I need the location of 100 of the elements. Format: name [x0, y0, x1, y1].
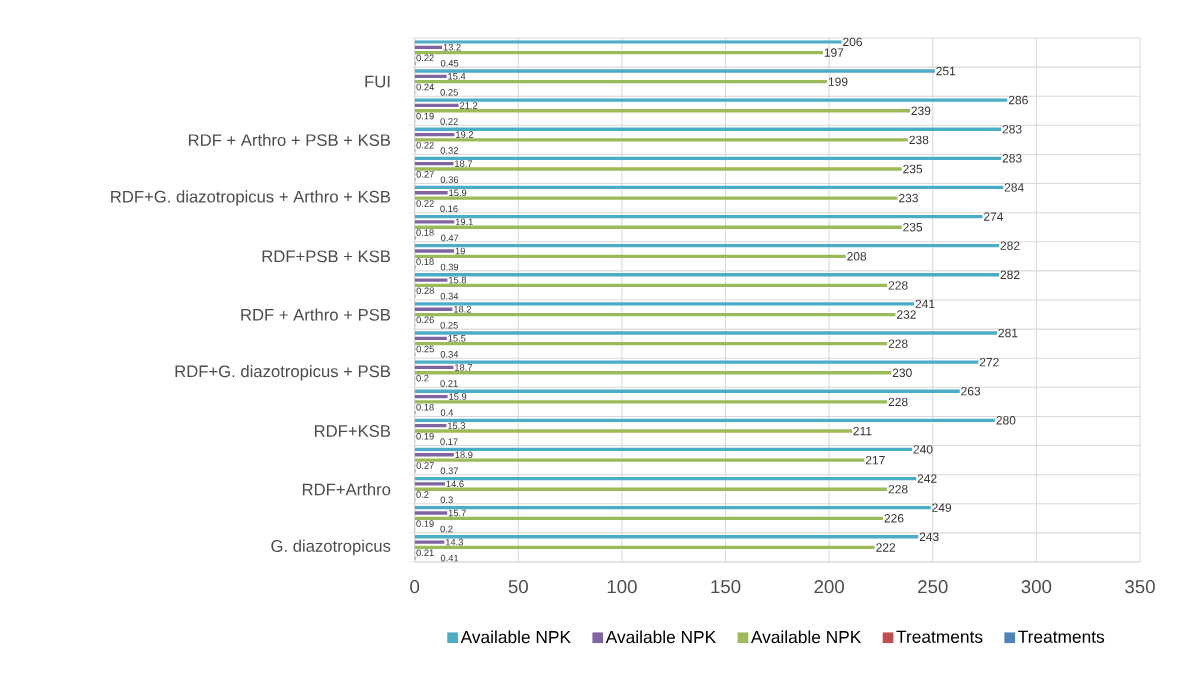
- data-label: 0.32: [440, 147, 458, 154]
- data-label: 228: [888, 397, 908, 407]
- y-tick-label: RDF+G. diazotropicus + PSB: [175, 365, 391, 381]
- bar: [414, 400, 888, 404]
- data-label: 0.25: [416, 345, 434, 353]
- bar: [414, 545, 875, 550]
- data-label: 0.47: [440, 234, 459, 242]
- data-label: 0.41: [440, 554, 459, 562]
- data-label: 0.45: [440, 59, 459, 67]
- data-label: 0.16: [440, 205, 458, 213]
- data-label: 0.19: [416, 520, 434, 527]
- data-label: 206: [843, 37, 862, 47]
- bar: [414, 185, 1004, 190]
- data-label: 0.36: [440, 176, 459, 183]
- bar: [414, 389, 960, 393]
- bar: [414, 244, 1000, 248]
- y-tick-label: RDF+PSB + KSB: [262, 250, 391, 263]
- y-tick-label: RDF + Arthro + PSB + KSB: [188, 133, 391, 147]
- x-tick-label: 150: [711, 580, 741, 594]
- bar: [414, 516, 884, 520]
- data-label: 0.34: [440, 351, 459, 358]
- bar: [414, 273, 1000, 277]
- data-label: 233: [899, 193, 918, 203]
- data-label: 242: [917, 474, 937, 483]
- legend-label: Treatments: [1018, 630, 1105, 643]
- data-label: 18.7: [455, 160, 473, 167]
- bar: [414, 487, 888, 491]
- data-label: 199: [828, 77, 848, 86]
- data-label: 222: [876, 543, 896, 552]
- bar: [414, 476, 917, 481]
- y-tick-label: FUI: [365, 75, 390, 88]
- data-label: 18.7: [455, 364, 473, 371]
- data-label: 280: [996, 416, 1016, 425]
- data-label: 228: [888, 281, 908, 290]
- y-tick-label: RDF+Arthro: [302, 483, 391, 496]
- data-label: 240: [913, 445, 933, 454]
- bar: [414, 138, 908, 142]
- legend-label: Treatments: [896, 630, 983, 643]
- data-label: 0.26: [416, 316, 434, 324]
- data-label: 284: [1004, 183, 1024, 192]
- data-label: 14.6: [446, 480, 464, 488]
- data-label: 283: [1002, 124, 1022, 134]
- bar: [414, 167, 902, 171]
- data-label: 15.9: [449, 189, 467, 197]
- data-label: 15.3: [448, 422, 466, 429]
- data-label: 18.9: [455, 451, 473, 459]
- data-label: 15.9: [449, 393, 467, 400]
- bar: [414, 342, 888, 346]
- data-label: 0.3: [440, 496, 453, 504]
- bar: [414, 249, 455, 253]
- data-label: 286: [1008, 95, 1028, 105]
- bar: [414, 302, 915, 306]
- data-label: 0.27: [416, 462, 434, 469]
- bar: [414, 535, 919, 539]
- data-label: 0.39: [440, 263, 459, 271]
- x-tick-label: 300: [1021, 580, 1052, 594]
- data-label: 0.19: [416, 433, 434, 440]
- bar: [414, 283, 888, 288]
- data-label: 239: [911, 106, 931, 116]
- y-tick-label: RDF+KSB: [314, 425, 391, 437]
- data-label: 0.25: [440, 89, 458, 96]
- data-label: 0.21: [440, 380, 458, 387]
- data-label: 0.18: [416, 403, 434, 411]
- bar: [414, 127, 1002, 131]
- data-label: 15.4: [448, 73, 466, 80]
- data-label: 241: [915, 299, 935, 309]
- legend-label: Available NPK: [460, 630, 571, 644]
- data-label: 263: [961, 386, 981, 396]
- data-label: 249: [932, 503, 952, 512]
- bar: [414, 156, 1002, 160]
- x-tick-label: 250: [918, 580, 948, 594]
- data-label: 14.3: [445, 538, 463, 546]
- data-label: 0.2: [440, 525, 453, 533]
- bar: [414, 278, 448, 282]
- bar: [414, 98, 1008, 102]
- x-tick-label: 200: [814, 580, 844, 594]
- bar: [414, 196, 898, 200]
- bar: [414, 458, 865, 462]
- data-label: 0.37: [440, 467, 459, 475]
- bar: [414, 220, 455, 224]
- bar: [414, 69, 935, 73]
- bar: [414, 254, 846, 258]
- x-tick-label: 50: [508, 580, 528, 594]
- y-tick-label: RDF + Arthro + PSB: [241, 308, 391, 321]
- data-label: 251: [936, 66, 956, 76]
- data-label: 197: [824, 48, 844, 57]
- legend-label: Available NPK: [750, 630, 862, 644]
- data-label: 19.1: [455, 218, 473, 226]
- y-tick-label: RDF+G. diazotropicus + Arthro + KSB: [111, 190, 391, 206]
- data-label: 18.2: [454, 305, 472, 313]
- data-label: 217: [865, 455, 885, 465]
- bar: [414, 214, 983, 219]
- bar: [414, 225, 902, 229]
- data-label: 0.2: [416, 374, 429, 382]
- data-label: 19: [455, 247, 465, 255]
- bar: [414, 336, 447, 340]
- bar: [414, 511, 448, 515]
- bar: [414, 482, 445, 486]
- data-label: 0.25: [440, 321, 458, 329]
- data-label: 211: [853, 426, 872, 436]
